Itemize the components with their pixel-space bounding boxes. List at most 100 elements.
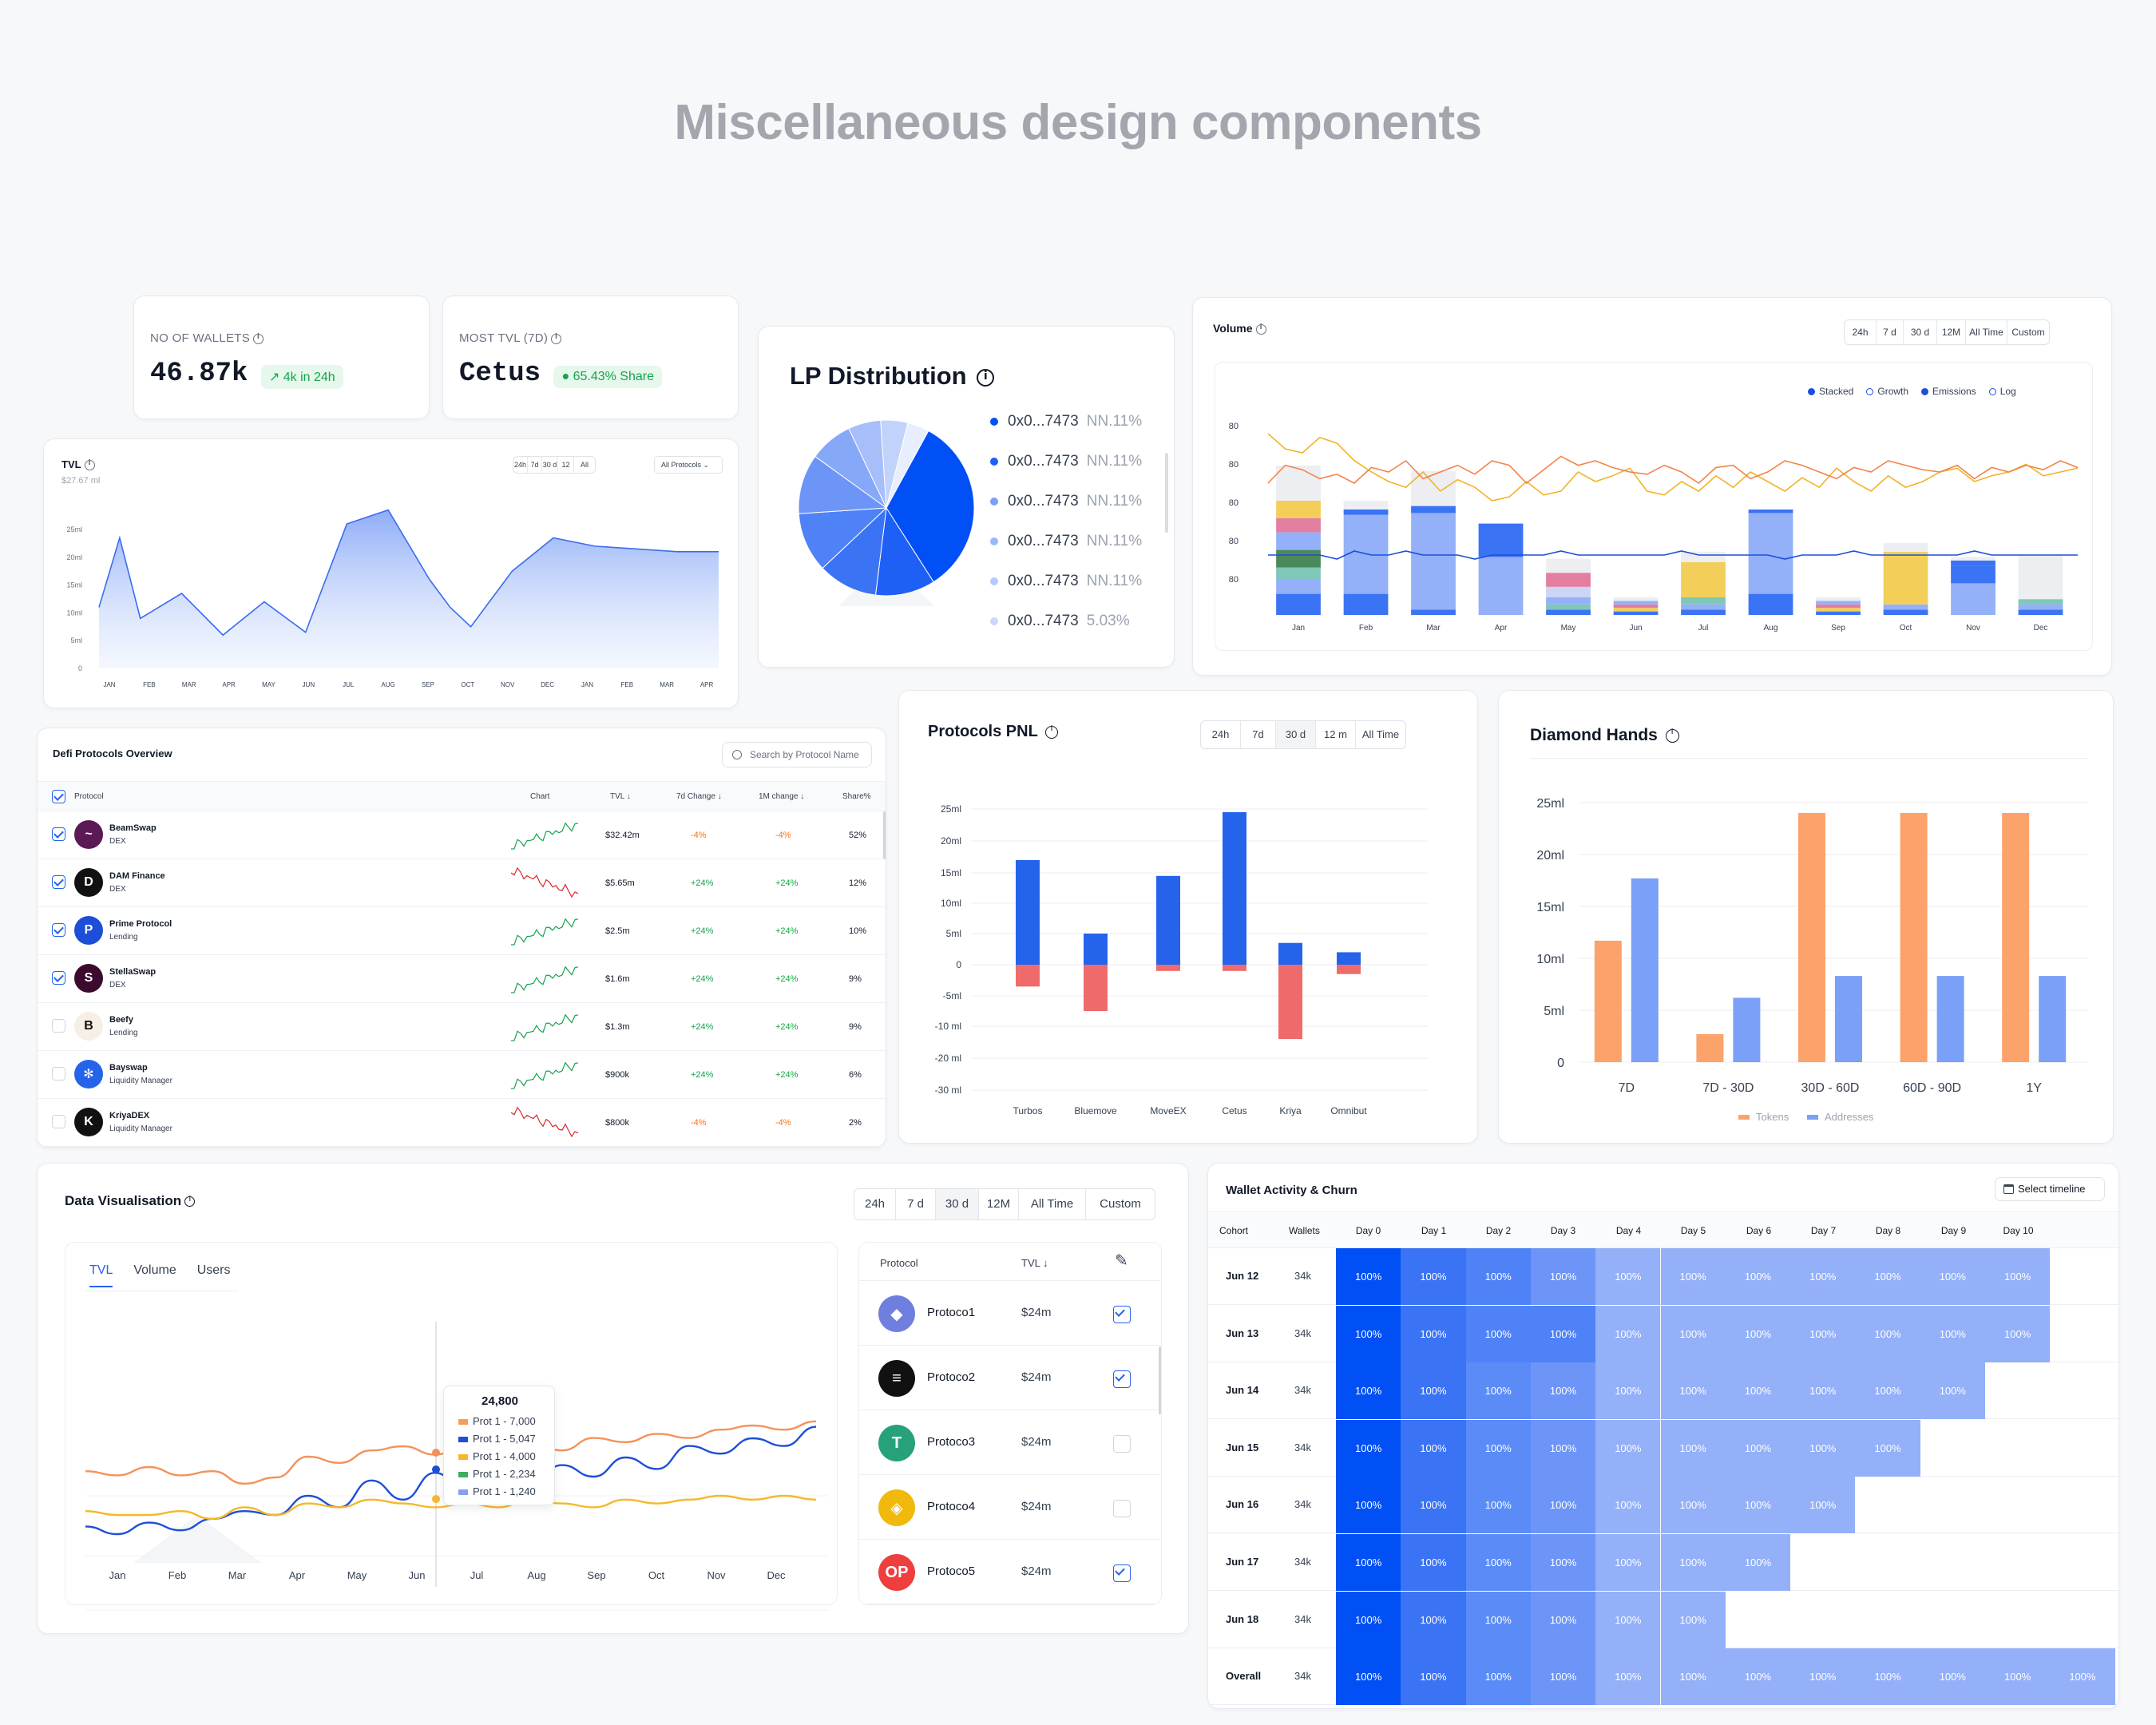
retention-cell[interactable]: 100% <box>1530 1362 1596 1420</box>
col-1m[interactable]: 1M change ↓ <box>759 792 805 801</box>
range-option-3[interactable]: 12 m <box>558 457 574 473</box>
retention-cell[interactable]: 100% <box>1660 1477 1726 1534</box>
retention-cell[interactable]: 100% <box>1530 1534 1596 1591</box>
col-protocol[interactable]: Protocol <box>74 792 104 801</box>
retention-cell[interactable]: 100% <box>1401 1591 1466 1648</box>
retention-cell[interactable]: 100% <box>1595 1648 1661 1706</box>
protocol-checkbox[interactable] <box>1113 1435 1131 1453</box>
row-checkbox[interactable] <box>52 923 65 937</box>
row-checkbox[interactable] <box>52 1019 65 1033</box>
tab-volume[interactable]: Volume <box>133 1263 176 1277</box>
retention-cell[interactable]: 100% <box>1530 1648 1596 1706</box>
retention-cell[interactable]: 100% <box>1985 1305 2051 1362</box>
retention-cell[interactable]: 100% <box>1595 1477 1661 1534</box>
retention-cell[interactable]: 100% <box>1465 1419 1531 1477</box>
row-checkbox[interactable] <box>52 971 65 985</box>
info-icon[interactable] <box>1665 728 1679 743</box>
retention-cell[interactable]: 100% <box>1595 1419 1661 1477</box>
retention-cell[interactable]: 100% <box>1465 1534 1531 1591</box>
retention-cell[interactable]: 100% <box>1595 1591 1661 1648</box>
retention-cell[interactable]: 100% <box>1855 1362 1920 1420</box>
col-7d[interactable]: 7d Change ↓ <box>676 792 722 801</box>
retention-cell[interactable]: 100% <box>1530 1477 1596 1534</box>
retention-cell[interactable]: 100% <box>1660 1419 1726 1477</box>
protocol-name[interactable]: Protoco1 <box>927 1306 976 1319</box>
retention-cell[interactable]: 100% <box>1725 1534 1791 1591</box>
protocol-name[interactable]: BeamSwap <box>109 823 157 833</box>
retention-cell[interactable]: 100% <box>1725 1305 1791 1362</box>
select-timeline-button[interactable]: Select timeline <box>1995 1177 2105 1201</box>
retention-cell[interactable]: 100% <box>1465 1591 1531 1648</box>
retention-cell[interactable]: 100% <box>1920 1648 1985 1706</box>
retention-cell[interactable]: 100% <box>1985 1248 2051 1305</box>
retention-cell[interactable]: 100% <box>1530 1419 1596 1477</box>
retention-cell[interactable]: 100% <box>1660 1591 1726 1648</box>
retention-cell[interactable]: 100% <box>1595 1248 1661 1305</box>
legend-item[interactable]: Emissions <box>1921 386 1976 397</box>
col-protocol[interactable]: Protocol <box>880 1257 918 1269</box>
col-tvl[interactable]: TVL ↓ <box>610 792 631 801</box>
search-input[interactable]: Search by Protocol Name <box>722 742 872 767</box>
info-icon[interactable] <box>184 1196 196 1208</box>
range-option-5[interactable]: Custom <box>2011 327 2045 338</box>
retention-cell[interactable]: 100% <box>1725 1362 1791 1420</box>
protocol-name[interactable]: DAM Finance <box>109 871 165 881</box>
retention-cell[interactable]: 100% <box>1855 1648 1920 1706</box>
range-option-4[interactable]: All Time <box>580 461 589 469</box>
retention-cell[interactable]: 100% <box>1336 1648 1401 1706</box>
retention-cell[interactable]: 100% <box>1855 1248 1920 1305</box>
retention-cell[interactable]: 100% <box>1920 1305 1985 1362</box>
retention-cell[interactable]: 100% <box>1660 1534 1726 1591</box>
retention-cell[interactable]: 100% <box>1465 1305 1531 1362</box>
info-icon[interactable] <box>84 459 95 471</box>
retention-cell[interactable]: 100% <box>1401 1362 1466 1420</box>
range-option-3[interactable]: 12M <box>1937 320 1966 344</box>
retention-cell[interactable]: 100% <box>1401 1477 1466 1534</box>
info-icon[interactable] <box>1045 725 1058 739</box>
range-option-5[interactable]: Custom <box>1100 1197 1141 1211</box>
protocol-name[interactable]: Protoco4 <box>927 1500 976 1513</box>
retention-cell[interactable]: 100% <box>1660 1362 1726 1420</box>
retention-cell[interactable]: 100% <box>1336 1534 1401 1591</box>
tab-users[interactable]: Users <box>196 1263 231 1277</box>
protocol-name[interactable]: Protoco5 <box>927 1564 976 1578</box>
protocol-name[interactable]: StellaSwap <box>109 967 157 977</box>
range-option-2[interactable]: 30 d <box>1904 320 1937 344</box>
retention-cell[interactable]: 100% <box>1530 1248 1596 1305</box>
retention-cell[interactable]: 100% <box>1920 1248 1985 1305</box>
retention-cell[interactable]: 100% <box>1401 1305 1466 1362</box>
retention-cell[interactable]: 100% <box>1401 1419 1466 1477</box>
protocol-name[interactable]: Protoco3 <box>927 1435 976 1449</box>
retention-cell[interactable]: 100% <box>1336 1248 1401 1305</box>
retention-cell[interactable]: 100% <box>1336 1305 1401 1362</box>
retention-cell[interactable]: 100% <box>1401 1248 1466 1305</box>
edit-icon[interactable]: ✎ <box>1115 1252 1128 1270</box>
retention-cell[interactable]: 100% <box>1660 1648 1726 1706</box>
range-option-2[interactable]: 30 d <box>936 1189 979 1219</box>
protocol-name[interactable]: Beefy <box>109 1015 133 1025</box>
col-share[interactable]: Share% <box>842 792 871 801</box>
retention-cell[interactable]: 100% <box>1595 1362 1661 1420</box>
retention-cell[interactable]: 100% <box>1725 1648 1791 1706</box>
retention-cell[interactable]: 100% <box>1530 1591 1596 1648</box>
protocol-name[interactable]: Protoco2 <box>927 1370 976 1384</box>
range-option-2[interactable]: 30 d <box>1276 721 1316 748</box>
range-option-0[interactable]: 24h <box>1845 320 1877 344</box>
protocol-checkbox[interactable] <box>1113 1370 1131 1388</box>
protocol-name[interactable]: KriyaDEX <box>109 1111 150 1120</box>
legend-item[interactable]: Log <box>1988 386 2016 397</box>
retention-cell[interactable]: 100% <box>1855 1419 1920 1477</box>
retention-cell[interactable]: 100% <box>1465 1477 1531 1534</box>
retention-cell[interactable]: 100% <box>1336 1419 1401 1477</box>
protocol-checkbox[interactable] <box>1113 1564 1131 1582</box>
retention-cell[interactable]: 100% <box>1530 1305 1596 1362</box>
legend-item[interactable]: Growth <box>1866 386 1908 397</box>
info-icon[interactable] <box>551 333 562 344</box>
retention-cell[interactable]: 100% <box>1725 1419 1791 1477</box>
retention-cell[interactable]: 100% <box>1790 1248 1856 1305</box>
retention-cell[interactable]: 100% <box>1465 1648 1531 1706</box>
info-icon[interactable] <box>253 333 264 344</box>
protocol-name[interactable]: Prime Protocol <box>109 919 172 929</box>
retention-cell[interactable]: 100% <box>1855 1305 1920 1362</box>
info-icon[interactable] <box>1255 323 1266 335</box>
